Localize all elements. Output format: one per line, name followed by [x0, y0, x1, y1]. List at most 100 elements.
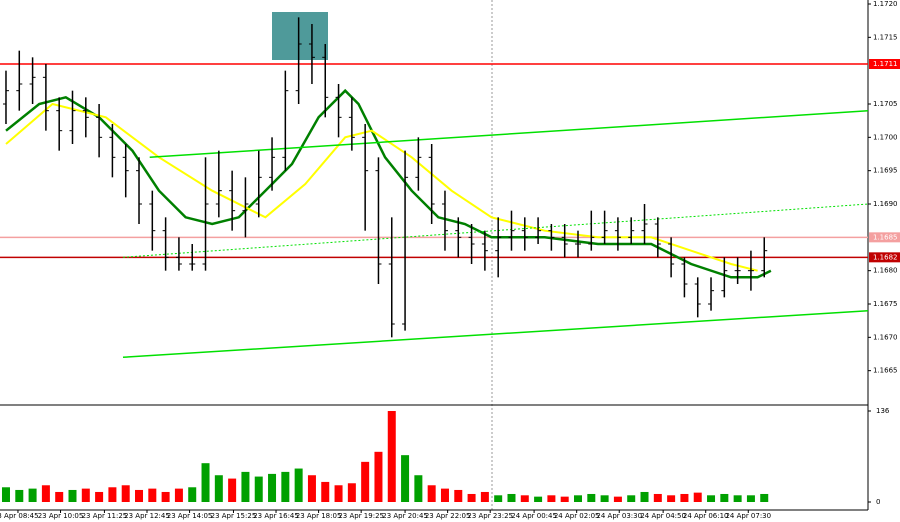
volume-bar — [254, 476, 263, 502]
y-tick-label: 1.1670 — [873, 333, 898, 341]
x-tick-label: 23 Apr 20:45 — [382, 512, 428, 520]
indicator-line — [122, 309, 869, 359]
volume-bar — [161, 491, 170, 502]
volume-bar — [174, 488, 183, 502]
volume-bar — [1, 487, 10, 502]
volume-bar — [307, 475, 316, 502]
volume-bar — [627, 495, 636, 502]
x-tick-label: 23 Apr 12:45 — [124, 512, 170, 520]
y-tick-label: 1.1715 — [873, 33, 898, 41]
level-label: 1.1685 — [873, 233, 898, 241]
y-tick-label: 1.1680 — [873, 267, 898, 275]
x-tick-label: 24 Apr 04:50 — [640, 512, 686, 520]
volume-bar — [321, 481, 330, 502]
volume-bar — [228, 478, 237, 502]
volume-bar — [760, 493, 769, 502]
volume-bar — [188, 487, 197, 502]
volume-bar — [281, 471, 290, 502]
y-tick-label: 136 — [876, 407, 890, 415]
volume-bar — [401, 455, 410, 502]
volume-bar — [268, 473, 277, 502]
volume-bar — [68, 489, 77, 502]
x-tick-label: 24 Apr 03:30 — [596, 512, 642, 520]
y-tick-label: 1.1695 — [873, 167, 898, 175]
volume-bar — [55, 491, 64, 502]
volume-bar — [108, 487, 117, 502]
x-tick-label: 24 Apr 02:05 — [554, 512, 600, 520]
x-tick-label: 23 Apr 22:05 — [425, 512, 471, 520]
x-tick-label: 23 Apr 14:05 — [167, 512, 213, 520]
x-tick-label: 24 Apr 07:30 — [725, 512, 771, 520]
x-tick-label: 23 Apr 19:25 — [338, 512, 384, 520]
volume-bar — [653, 493, 662, 502]
volume-bar — [81, 488, 90, 502]
volume-bar — [15, 489, 24, 502]
volume-bar — [361, 461, 370, 502]
indicator-line — [149, 109, 869, 159]
x-tick-label: 23 Apr 15:25 — [211, 512, 257, 520]
volume-bar — [480, 491, 489, 502]
indicator-line — [122, 203, 869, 258]
volume-bar — [587, 493, 596, 502]
y-tick-label: 1.1690 — [873, 200, 898, 208]
x-tick-label: 23 Apr 10:05 — [38, 512, 84, 520]
x-tick-label: 24 Apr 06:10 — [683, 512, 729, 520]
level-label-box — [869, 252, 900, 263]
volume-bar — [334, 485, 343, 502]
volume-bar — [680, 493, 689, 502]
x-tick-label: 23 Apr 11:25 — [82, 512, 128, 520]
volume-bar — [95, 491, 104, 502]
volume-bar — [707, 495, 716, 502]
level-label: 1.1682 — [873, 253, 898, 261]
volume-bar — [547, 495, 556, 502]
y-tick-label: 1.1675 — [873, 300, 898, 308]
volume-bar — [201, 463, 210, 502]
x-tick-label: 23 Apr 16:45 — [253, 512, 299, 520]
volume-bar — [387, 411, 396, 502]
volume-bar — [600, 495, 609, 502]
volume-bar — [534, 496, 543, 502]
volume-bar — [574, 495, 583, 502]
volume-bar — [440, 488, 449, 502]
level-label-box — [869, 59, 900, 69]
volume-bar — [135, 489, 144, 502]
volume-bar — [241, 471, 250, 502]
volume-bar — [28, 488, 37, 502]
y-tick-label: 1.1700 — [873, 133, 898, 141]
y-tick-label: 0 — [876, 498, 880, 506]
volume-bar — [720, 493, 729, 502]
volume-bar — [148, 488, 157, 502]
volume-bar — [454, 489, 463, 502]
volume-bar — [746, 495, 755, 502]
y-tick-label: 1.1665 — [873, 367, 898, 375]
volume-bar — [667, 495, 676, 502]
volume-bar — [347, 483, 356, 502]
volume-bar — [467, 493, 476, 502]
volume-bar — [374, 451, 383, 502]
volume-bar — [560, 496, 569, 502]
x-tick-label: 3 Apr 08:45 — [0, 512, 39, 520]
volume-bar — [294, 468, 303, 502]
x-tick-label: 23 Apr 23:25 — [467, 512, 513, 520]
volume-bar — [693, 492, 702, 502]
volume-bar — [613, 496, 622, 502]
volume-bar — [640, 491, 649, 502]
x-tick-label: 24 Apr 00:45 — [511, 512, 557, 520]
volume-bar — [121, 485, 130, 502]
y-tick-label: 1.1705 — [873, 100, 898, 108]
volume-bar — [414, 475, 423, 502]
volume-bar — [507, 493, 516, 502]
highlight-box — [272, 12, 328, 60]
x-tick-label: 23 Apr 18:05 — [296, 512, 342, 520]
level-label-box — [869, 232, 900, 243]
volume-bar — [41, 485, 50, 502]
y-tick-label: 1.1720 — [873, 0, 898, 8]
volume-bar — [494, 495, 503, 502]
volume-bar — [520, 495, 529, 502]
volume-bar — [733, 495, 742, 502]
volume-bar — [427, 485, 436, 502]
level-label: 1.1711 — [873, 60, 898, 68]
volume-bar — [214, 475, 223, 502]
